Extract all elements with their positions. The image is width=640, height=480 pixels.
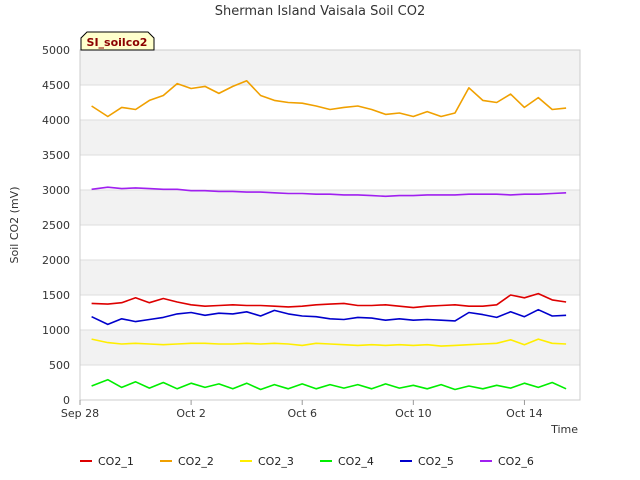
grid xyxy=(80,49,580,401)
y-axis: 0 500 1000 1500 2000 2500 3000 3500 4000 4500 5000 xyxy=(42,44,70,407)
plot-band xyxy=(80,260,580,295)
x-tick-label: Sep 28 xyxy=(61,407,99,420)
legend-item-co2_1: CO2_1 xyxy=(80,455,134,468)
series-line-co2_6 xyxy=(91,186,567,198)
tag-text: SI_soilco2 xyxy=(87,36,148,49)
plot-background xyxy=(80,50,580,365)
x-tick-label: Oct 6 xyxy=(287,407,317,420)
series-line-co2_4 xyxy=(91,378,567,391)
y-tick-label: 5000 xyxy=(42,44,70,57)
y-tick-label: 2000 xyxy=(42,254,70,267)
legend-label: CO2_3 xyxy=(258,455,294,468)
chart-title: Sherman Island Vaisala Soil CO2 xyxy=(215,4,425,19)
legend-label: CO2_6 xyxy=(498,455,534,468)
plot-band xyxy=(80,190,580,225)
legend-item-co2_3: CO2_3 xyxy=(240,455,294,468)
series-lines xyxy=(91,80,567,391)
legend-label: CO2_4 xyxy=(338,455,374,468)
y-tick-label: 3500 xyxy=(42,149,70,162)
x-tick-label: Oct 14 xyxy=(506,407,543,420)
series-line-co2_5 xyxy=(91,308,567,326)
x-tick-label: Oct 10 xyxy=(395,407,432,420)
y-tick-label: 1000 xyxy=(42,324,70,337)
y-tick-label: 3000 xyxy=(42,184,70,197)
legend-label: CO2_2 xyxy=(178,455,214,468)
legend: CO2_1 CO2_2 CO2_3 CO2_4 CO2_5 CO2_6 xyxy=(80,455,534,468)
y-tick-label: 4000 xyxy=(42,114,70,127)
legend-item-co2_6: CO2_6 xyxy=(480,455,534,468)
legend-label: CO2_5 xyxy=(418,455,454,468)
tag-label: SI_soilco2 xyxy=(80,31,155,51)
x-axis: Sep 28 Oct 2 Oct 6 Oct 10 Oct 14 xyxy=(61,400,543,420)
y-tick-label: 4500 xyxy=(42,79,70,92)
plot-frame xyxy=(79,49,581,401)
y-axis-label: Soil CO2 (mV) xyxy=(8,187,21,264)
y-tick-label: 500 xyxy=(49,359,70,372)
x-tick-label: Oct 2 xyxy=(176,407,206,420)
y-tick-label: 1500 xyxy=(42,289,70,302)
legend-label: CO2_1 xyxy=(98,455,134,468)
plot-band xyxy=(80,330,580,365)
series-line-co2_1 xyxy=(91,292,567,309)
series-line-co2_2 xyxy=(91,80,567,118)
legend-item-co2_5: CO2_5 xyxy=(400,455,454,468)
plot-band xyxy=(80,120,580,155)
series-line-co2_3 xyxy=(91,338,567,347)
x-axis-label: Time xyxy=(550,423,578,436)
legend-item-co2_2: CO2_2 xyxy=(160,455,214,468)
legend-item-co2_4: CO2_4 xyxy=(320,455,374,468)
plot-band xyxy=(80,50,580,85)
y-tick-label: 2500 xyxy=(42,219,70,232)
y-tick-label: 0 xyxy=(63,394,70,407)
